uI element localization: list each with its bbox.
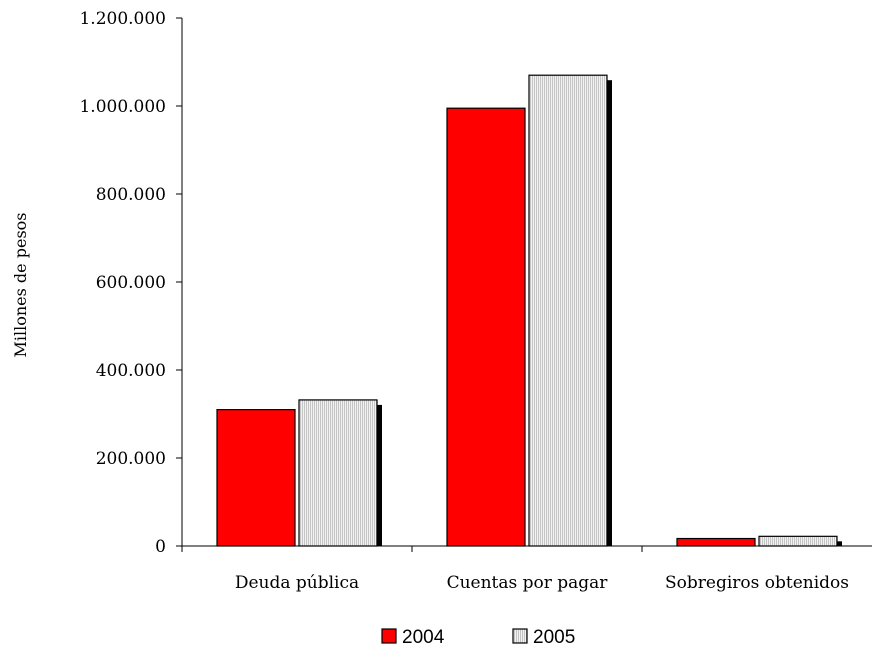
legend-label-2005: 2005 <box>533 627 575 648</box>
bar-2004-1 <box>446 107 526 547</box>
y-tick-label: 1.200.000 <box>79 9 166 29</box>
bar-shadow <box>607 80 612 546</box>
y-tick-label: 400.000 <box>96 361 166 381</box>
bar-2004-0 <box>216 409 296 547</box>
legend: 2004 2005 <box>381 627 575 648</box>
y-axis-ticks: 0 200.000 400.000 600.000 800.000 1.000.000 1.… <box>79 9 182 557</box>
axes <box>181 18 872 552</box>
y-axis-label: Millones de pesos <box>11 213 30 358</box>
bars <box>216 74 842 547</box>
y-tick-label: 0 <box>155 537 166 557</box>
y-tick-label: 1.000.000 <box>79 97 166 117</box>
bar-2004-2 <box>676 537 756 547</box>
bar-2005-0 <box>298 399 378 547</box>
y-tick-label: 800.000 <box>96 185 166 205</box>
bar-shadow <box>377 404 382 546</box>
y-tick-label: 600.000 <box>96 273 166 293</box>
y-tick-label: 200.000 <box>96 449 166 469</box>
bar-2005-1 <box>528 74 608 547</box>
category-label: Cuentas por pagar <box>447 573 609 593</box>
legend-swatch-2004 <box>381 628 397 644</box>
bar-2005-2 <box>758 535 838 547</box>
category-label: Sobregiros obtenidos <box>665 573 849 593</box>
legend-swatch-2005 <box>512 628 528 644</box>
category-labels: Deuda pública Cuentas por pagar Sobregiros… <box>235 573 849 593</box>
legend-label-2004: 2004 <box>402 627 445 648</box>
bar-shadow <box>837 541 842 546</box>
category-label: Deuda pública <box>235 573 359 593</box>
